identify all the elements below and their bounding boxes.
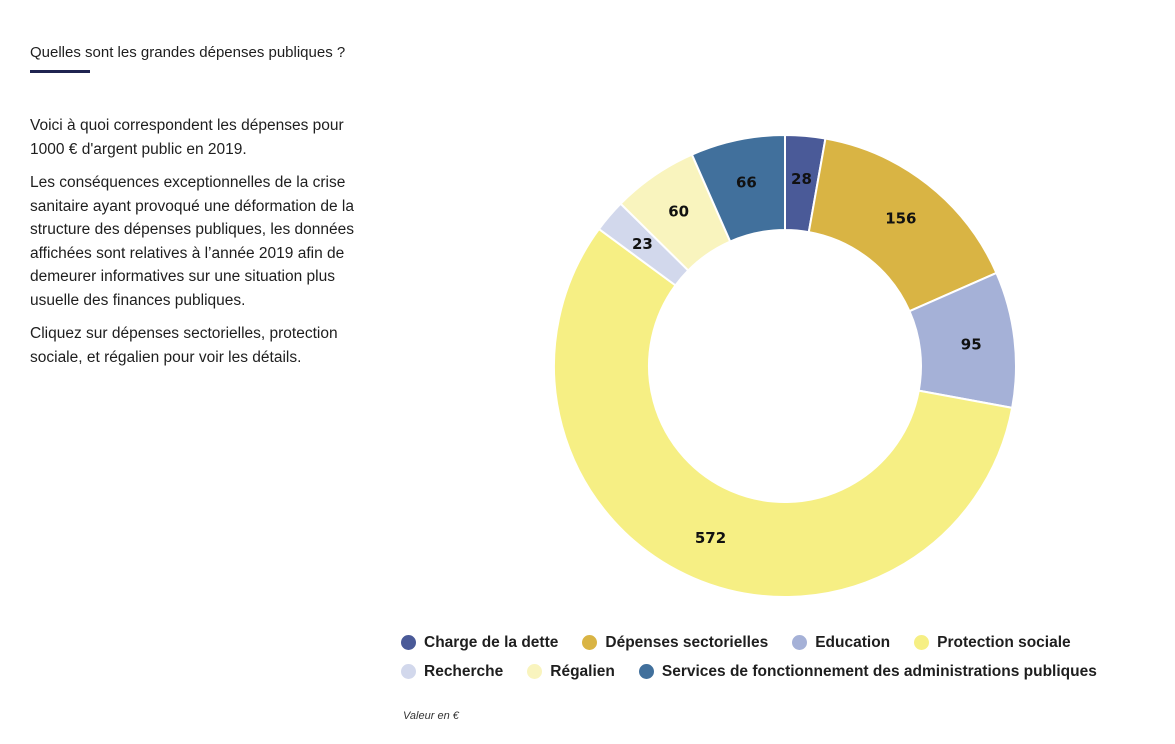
legend-label: Protection sociale <box>937 633 1071 651</box>
legend-swatch <box>401 664 416 679</box>
slice-label-regalien: 60 <box>668 203 689 221</box>
donut-chart: 28 156 95 572 23 60 66 <box>540 122 1030 612</box>
slice-label-recherche: 23 <box>632 235 653 253</box>
legend-label: Charge de la dette <box>424 633 559 651</box>
legend-row: Recherche Régalien Services de fonctionnem… <box>401 657 1131 686</box>
legend-swatch <box>527 664 543 679</box>
legend-item-charge-de-la-dette[interactable]: Charge de la dette <box>401 634 558 652</box>
legend-item-recherche[interactable]: Recherche <box>401 663 503 681</box>
legend-label: Services de fonctionnement des administr… <box>661 662 1097 680</box>
intro-paragraph-2: Les conséquences exceptionnelles de la c… <box>30 174 354 309</box>
legend-swatch <box>914 635 930 650</box>
chart-legend: Charge de la dette Dépenses sectorielles E… <box>401 628 1131 686</box>
legend-row: Charge de la dette Dépenses sectorielles E… <box>401 628 1131 657</box>
legend-label: Dépenses sectorielles <box>605 633 769 651</box>
page-title: Quelles sont les grandes dépenses publiq… <box>30 44 346 61</box>
legend-swatch <box>638 664 654 679</box>
legend-swatch <box>792 635 808 650</box>
slice-protection-sociale[interactable] <box>553 227 1014 598</box>
slice-label-charge-de-la-dette: 28 <box>791 170 812 188</box>
slice-services-de-fonctionnement-des-administrations-publiques[interactable] <box>690 133 786 243</box>
slice-label-protection-sociale: 572 <box>695 529 726 547</box>
legend-item-services-de-fonctionnement-des-administrations-publiques[interactable]: Services de fonctionnement des administr… <box>638 662 1097 681</box>
intro-paragraph-1: Voici à quoi correspondent les dépenses … <box>30 117 344 158</box>
legend-item-education[interactable]: Education <box>792 634 890 652</box>
legend-item-regalien[interactable]: Régalien <box>527 663 615 681</box>
title-underline <box>30 70 90 73</box>
legend-label: Education <box>815 633 891 651</box>
legend-item-depenses-sectorielles[interactable]: Dépenses sectorielles <box>582 634 768 652</box>
intro-text: Voici à quoi correspondent les dépenses … <box>30 114 370 379</box>
legend-swatch <box>401 635 416 650</box>
legend-label: Recherche <box>424 662 504 680</box>
slice-label-services-de-fonctionnement-des-administrations-publiques: 66 <box>736 174 757 192</box>
legend-label: Régalien <box>550 662 615 680</box>
intro-paragraph-3: Cliquez sur dépenses sectorielles, prote… <box>30 325 338 366</box>
unit-note: Valeur en € <box>403 710 459 722</box>
legend-swatch <box>582 635 598 650</box>
slice-label-depenses-sectorielles: 156 <box>885 210 916 228</box>
legend-item-protection-sociale[interactable]: Protection sociale <box>914 634 1071 652</box>
slice-label-education: 95 <box>961 335 982 353</box>
donut-chart-svg: 28 156 95 572 23 60 66 <box>553 133 1017 598</box>
